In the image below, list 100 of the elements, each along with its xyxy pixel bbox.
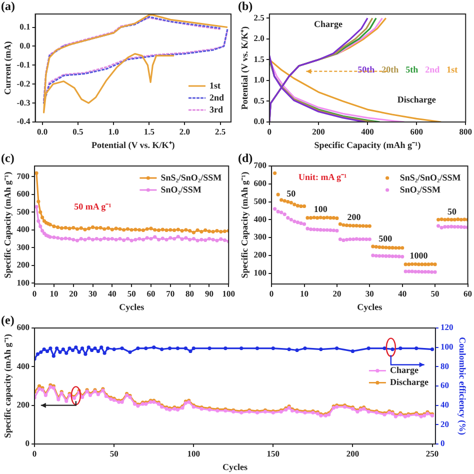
y-tick-label: 700 [16,170,30,181]
x-tick-label: 2.0 [179,126,190,136]
chart-title: (b) [238,0,253,14]
y-tick-label: 2.0 [254,33,264,44]
annotation: Discharge [397,94,436,105]
y-axis-title: Specific Capacity (mAh g⁻¹) [240,172,250,278]
text: 2nd [425,64,440,74]
y-tick-label: 1.5 [254,54,264,64]
y-tick-label: 600 [16,188,30,199]
x-tick-label: 200 [346,448,360,458]
chart-title: (e) [1,313,14,328]
y2-tick-label: 60 [440,380,449,390]
x-tick-label: 100 [222,288,235,298]
x-tick-label: 800 [459,126,472,136]
y-axis-title: Specific capacity (mAh g⁻¹) [2,334,13,438]
y-tick-label: 300 [16,242,30,252]
annotation: 50 mA g⁻¹ [74,202,112,212]
x-tick-label: 80 [186,288,194,298]
y-tick-label: 300 [254,232,267,242]
x-tick-label: 100 [187,448,200,458]
y2-tick-label: 0 [440,438,445,448]
annotation: 100 [314,204,328,214]
y-tick-label: -0.2 [16,78,30,88]
x-tick-label: 90 [204,288,214,298]
x-axis-title: Potential (V vs. K/K⁺) [91,140,175,150]
y-tick-label: -0.1 [16,59,30,70]
y-tick-label: 100 [16,277,30,288]
y-tick-label: 0.1 [20,21,30,32]
y-axis-title: Specific Capacity (mAh g⁻¹) [2,172,13,278]
y-tick-label: 600 [16,322,30,332]
x-tick-label: 600 [410,126,423,136]
x-tick-label: 0 [269,288,274,298]
text: 5th [406,64,418,74]
x-tick-label: 1.0 [108,126,119,136]
y-tick-label: 700 [254,160,267,170]
x-tick-label: 50 [110,448,118,458]
y2-axis-title: Coulombic efficiency (%) [457,337,468,435]
x-tick-label: 400 [361,126,374,136]
annotation: Unit: mA g⁻¹ [298,172,347,182]
x-tick-label: 0.0 [37,126,48,136]
y-axis-title: Potential (V vs. K/K⁺) [240,26,250,110]
legend-label: 2nd [209,92,224,102]
annotation: 50 [448,206,458,216]
y-tick-label: 200 [16,260,30,270]
legend-label: SnS₂/SnO₂/SSM [400,172,462,182]
chart-title: (c) [1,151,14,166]
legend-label: SnO₂/SSM [400,184,442,194]
legend-label: Discharge [390,377,428,388]
x-tick-label: 40 [398,288,407,298]
x-tick-label: 20 [69,288,78,298]
y2-tick-label: 120 [440,322,454,332]
legend-label: Charge [390,365,418,376]
annotation: 50 [286,188,296,199]
x-tick-label: 200 [312,126,325,136]
x-tick-label: 20 [332,288,342,298]
chart-title: (d) [238,151,253,166]
x-tick-label: 250 [426,448,439,458]
y-axis-title: Current (mA) [2,41,13,95]
y-tick-label: 2.5 [254,12,264,22]
x-tick-label: 60 [464,288,472,298]
x-tick-label: 0 [32,448,37,458]
x-tick-label: 0 [32,288,37,298]
annotation: 1000 [410,250,428,261]
x-tick-label: 10 [50,288,58,298]
y-tick-label: 500 [254,196,267,206]
x-tick-label: 50 [127,288,136,298]
y-tick-label: 0.5 [254,95,264,106]
y-tick-label: 400 [254,214,267,224]
x-tick-label: 1.5 [144,126,154,136]
legend-label: 3rd [209,104,223,114]
x-tick-label: 2.5 [215,126,226,136]
y-tick-label: 500 [16,206,30,216]
x-axis-title: Cycles [357,302,383,312]
annotation: Charge [314,19,343,30]
y-tick-label: 400 [16,224,30,234]
x-tick-label: 150 [266,448,280,458]
x-tick-label: 30 [365,288,374,298]
x-axis-title: Cycles [119,302,145,312]
annotation: 200 [347,212,362,222]
y-tick-label: 1.0 [254,74,264,85]
y-tick-label: -0.3 [16,97,30,108]
y2-tick-label: 40 [440,400,449,410]
y-tick-label: 100 [254,267,267,278]
text: 1st [446,64,458,74]
x-tick-label: 70 [166,288,175,298]
y-tick-label: 400 [16,360,30,371]
x-tick-label: 0.5 [72,126,84,136]
y-tick-label: 200 [254,250,267,260]
y2-tick-label: 20 [440,418,449,429]
y-tick-label: 0 [25,438,30,448]
y2-tick-label: 80 [440,360,449,371]
x-tick-label: 40 [108,288,116,298]
x-axis-title: Cycles [222,462,248,472]
x-axis-title: Specific Capacity (mAh g⁻¹) [314,140,421,150]
y-tick-label: -0.4 [16,116,31,126]
legend-label: SnO₂/SSM [160,184,202,194]
x-tick-label: 10 [300,288,308,298]
x-tick-label: 50 [430,288,440,298]
y-tick-label: 600 [254,178,267,188]
x-tick-label: 60 [146,288,156,298]
